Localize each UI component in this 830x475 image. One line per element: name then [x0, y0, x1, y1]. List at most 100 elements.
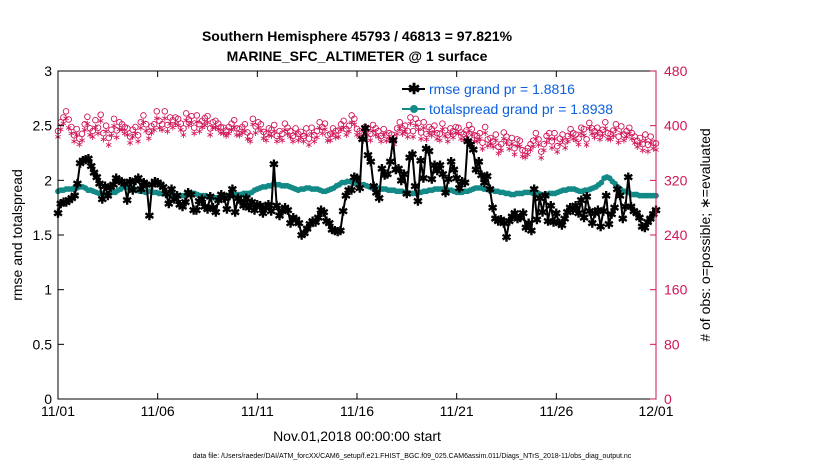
obs-evaluated-point: ∗ — [281, 125, 289, 136]
obs-evaluated-point: ∗ — [347, 118, 355, 129]
obs-evaluated-point: ∗ — [209, 123, 217, 134]
rmse-point: ✱ — [427, 173, 437, 187]
obs-possible-point — [468, 125, 476, 133]
obs-evaluated-point: ∗ — [382, 136, 390, 147]
y2-tick-label: 0 — [664, 391, 672, 407]
obs-evaluated-point: ∗ — [227, 125, 235, 136]
obs-possible-point — [60, 114, 67, 121]
rmse-point: ✱ — [130, 174, 140, 188]
obs-possible-point — [81, 121, 88, 128]
obs-evaluated-point: ∗ — [481, 128, 489, 139]
obs-possible-point — [321, 120, 329, 127]
rmse-point: ✱ — [637, 220, 647, 234]
rmse-point: ✱ — [626, 200, 636, 214]
obs-evaluated-point: ∗ — [497, 146, 505, 157]
obs-evaluated-point: ∗ — [444, 137, 452, 148]
obs-possible-point — [367, 130, 374, 138]
obs-possible-point — [292, 125, 299, 132]
rmse-point: ✱ — [272, 199, 282, 213]
obs-evaluated-point: ∗ — [388, 136, 396, 147]
rmse-point: ✱ — [114, 174, 124, 188]
obs-possible-point — [351, 115, 358, 123]
obs-possible-point — [433, 129, 441, 137]
obs-evaluated-point: ∗ — [385, 135, 393, 146]
rmse-point: ✱ — [169, 192, 179, 206]
rmse-point: ✱ — [180, 196, 190, 210]
obs-evaluated-point: ∗ — [561, 143, 569, 154]
rmse-point: ✱ — [211, 206, 221, 220]
obs-evaluated-point: ∗ — [107, 131, 115, 142]
rmse-point: ✱ — [590, 207, 600, 221]
obs-possible-point — [100, 129, 107, 137]
obs-evaluated-point: ∗ — [577, 129, 585, 140]
obs-possible-point — [182, 110, 190, 117]
rmse-point: ✱ — [482, 169, 492, 183]
y2-tick-label: 400 — [664, 118, 688, 134]
rmse-point: ✱ — [438, 167, 448, 181]
obs-evaluated-point: ∗ — [492, 135, 500, 146]
obs-evaluated-point: ∗ — [299, 137, 307, 148]
obs-evaluated-point: ∗ — [267, 131, 275, 142]
obs-evaluated-point: ∗ — [638, 146, 646, 157]
obs-possible-point — [602, 118, 609, 126]
rmse-point: ✱ — [474, 155, 484, 169]
obs-possible-point — [452, 123, 460, 131]
obs-possible-point — [268, 126, 275, 134]
obs-evaluated-point: ∗ — [588, 129, 596, 140]
rmse-point: ✱ — [335, 224, 345, 238]
obs-evaluated-point: ∗ — [59, 118, 67, 129]
x-tick-label: 11/06 — [141, 403, 175, 419]
rmse-point: ✱ — [490, 212, 500, 226]
rmse-point: ✱ — [460, 176, 470, 190]
rmse-point: ✱ — [136, 183, 146, 197]
rmse-point: ✱ — [485, 183, 495, 197]
obs-count-series: ∗∗∗∗∗∗∗∗∗∗∗∗∗∗∗∗∗∗∗∗∗∗∗∗∗∗∗∗∗∗∗∗∗∗∗∗∗∗∗∗… — [54, 108, 660, 164]
obs-possible-point — [262, 130, 270, 138]
obs-possible-point — [481, 123, 489, 131]
obs-evaluated-point: ∗ — [468, 130, 476, 141]
rmse-point: ✱ — [496, 213, 506, 227]
obs-possible-point — [132, 123, 139, 131]
obs-evaluated-point: ∗ — [126, 138, 134, 149]
rmse-point: ✱ — [72, 177, 82, 191]
rmse-point: ✱ — [382, 167, 392, 181]
obs-possible-point — [375, 127, 382, 135]
obs-evaluated-point: ∗ — [171, 119, 179, 130]
rmse-point: ✱ — [632, 207, 642, 221]
obs-evaluated-point: ∗ — [219, 129, 227, 140]
rmse-point: ✱ — [172, 189, 182, 203]
rmse-point: ✱ — [202, 202, 212, 216]
obs-evaluated-point: ∗ — [502, 138, 510, 149]
obs-evaluated-point: ∗ — [318, 129, 326, 140]
obs-evaluated-point: ∗ — [177, 125, 185, 136]
obs-evaluated-point: ∗ — [452, 128, 460, 139]
obs-evaluated-point: ∗ — [572, 135, 580, 146]
rmse-point: ✱ — [407, 148, 417, 162]
legend-rmse-marker-icon: ✱ — [408, 81, 421, 98]
obs-possible-point — [479, 139, 486, 146]
obs-evaluated-point: ∗ — [182, 116, 190, 127]
obs-possible-point — [62, 108, 70, 115]
rmse-point: ✱ — [416, 154, 426, 168]
obs-possible-point — [110, 115, 118, 123]
obs-evaluated-point: ∗ — [134, 137, 142, 148]
rmse-point: ✱ — [557, 219, 567, 233]
obs-evaluated-point: ∗ — [142, 126, 150, 137]
rmse-point: ✱ — [128, 184, 138, 198]
obs-possible-point — [76, 135, 83, 142]
rmse-point: ✱ — [247, 196, 257, 210]
rmse-point: ✱ — [515, 211, 525, 225]
obs-evaluated-point: ∗ — [155, 123, 163, 134]
obs-evaluated-point: ∗ — [633, 142, 641, 153]
obs-possible-point — [618, 123, 625, 130]
rmse-point: ✱ — [122, 194, 132, 208]
legend: ✱ rmse grand pr = 1.8816 totalspread gra… — [402, 81, 613, 117]
rmse-point: ✱ — [178, 200, 188, 214]
obs-possible-point — [246, 132, 254, 140]
rmse-point: ✱ — [609, 201, 619, 215]
obs-possible-point — [564, 132, 572, 140]
obs-possible-point — [249, 115, 257, 123]
obs-evaluated-point: ∗ — [366, 135, 374, 146]
obs-evaluated-point: ∗ — [436, 135, 444, 146]
obs-possible-point — [455, 124, 462, 131]
